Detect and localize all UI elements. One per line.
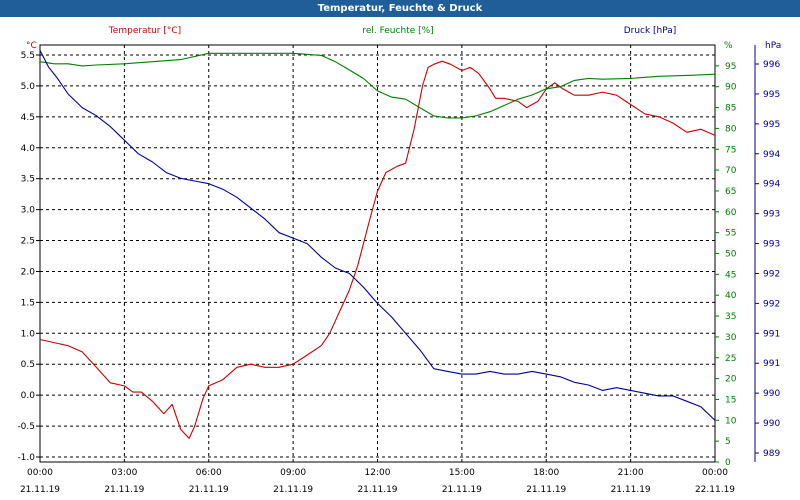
x-tick-time-label: 18:00	[533, 468, 559, 478]
humidity-tick-label: 15	[725, 395, 736, 405]
pressure-unit-label: hPa	[765, 41, 781, 51]
temperature-tick-label: 1.0	[21, 329, 36, 339]
humidity-tick-label: 50	[725, 250, 737, 260]
pressure-tick-label: 989	[763, 449, 780, 459]
humidity-tick-label: 95	[725, 62, 736, 72]
pressure-tick-label: 990	[763, 389, 780, 399]
temperature-tick-label: 0.0	[21, 391, 36, 401]
x-tick-date-label: 21.11.19	[611, 485, 651, 495]
x-tick-time-label: 09:00	[280, 468, 306, 478]
humidity-unit-label: %	[724, 41, 733, 51]
humidity-tick-label: 90	[725, 83, 737, 93]
window-title: Temperatur, Feuchte & Druck	[0, 0, 800, 17]
temperature-tick-label: 2.5	[21, 237, 35, 247]
humidity-tick-label: 80	[725, 124, 737, 134]
plot-area	[39, 44, 716, 463]
temperature-tick-label: 4.5	[21, 113, 35, 123]
humidity-tick-label: 5	[725, 437, 731, 447]
humidity-axis-label: rel. Feuchte [%]	[362, 26, 433, 36]
temperature-tick-label: -0.5	[17, 422, 35, 432]
humidity-tick-label: 55	[725, 229, 736, 239]
pressure-tick-label: 995	[763, 120, 780, 130]
pressure-tick-label: 995	[763, 90, 780, 100]
x-tick-time-label: 06:00	[196, 468, 222, 478]
pressure-tick-label: 992	[763, 269, 780, 279]
humidity-series-line	[39, 52, 716, 119]
humidity-tick-label: 60	[725, 208, 737, 218]
pressure-axis-label: Druck [hPa]	[624, 26, 677, 36]
temperature-tick-label: 1.5	[21, 298, 35, 308]
humidity-tick-label: 10	[725, 416, 737, 426]
x-tick-date-label: 21.11.19	[189, 485, 229, 495]
temperature-unit-label: °C	[26, 41, 37, 51]
temperature-tick-label: 3.0	[21, 206, 36, 216]
x-tick-date-label: 22.11.19	[695, 485, 735, 495]
x-tick-date-label: 21.11.19	[357, 485, 397, 495]
series-layer	[39, 50, 716, 439]
pressure-tick-label: 991	[763, 359, 780, 369]
x-tick-date-label: 21.11.19	[273, 485, 313, 495]
humidity-tick-label: 70	[725, 166, 737, 176]
humidity-tick-label: 0	[725, 458, 731, 468]
humidity-tick-label: 35	[725, 312, 736, 322]
humidity-tick-label: 85	[725, 104, 736, 114]
humidity-tick-label: 20	[725, 375, 737, 385]
pressure-tick-label: 996	[763, 60, 780, 70]
humidity-tick-label: 25	[725, 354, 736, 364]
humidity-tick-label: 45	[725, 270, 736, 280]
pressure-tick-label: 994	[763, 150, 780, 160]
x-tick-time-label: 21:00	[618, 468, 644, 478]
temperature-series-line	[39, 60, 716, 439]
temperature-axis: 5.5 5.0 4.5 4.0 3.5 3.0 2.5 2.0 1.5 1.0 0.5 0.0 -0.5…	[17, 51, 40, 463]
x-tick-time-label: 00:00	[27, 468, 53, 478]
x-tick-date-label: 21.11.19	[442, 485, 482, 495]
temperature-tick-label: 5.0	[21, 82, 36, 92]
time-axis: 00:00 21.11.19 03:00 21.11.19 06:00 21.11.19 0…	[20, 468, 735, 495]
temperature-tick-label: -1.0	[17, 453, 35, 463]
temperature-tick-label: 4.0	[21, 144, 36, 154]
humidity-tick-label: 40	[725, 291, 737, 301]
pressure-tick-label: 994	[763, 180, 780, 190]
x-tick-date-label: 21.11.19	[526, 485, 566, 495]
humidity-tick-label: 65	[725, 187, 736, 197]
grid-lines	[40, 45, 715, 462]
x-tick-time-label: 12:00	[365, 468, 391, 478]
pressure-tick-label: 993	[763, 240, 780, 250]
temperature-tick-label: 5.5	[21, 51, 35, 61]
x-tick-time-label: 03:00	[111, 468, 137, 478]
pressure-tick-label: 993	[763, 210, 780, 220]
pressure-tick-label: 992	[763, 299, 780, 309]
x-tick-date-label: 21.11.19	[104, 485, 144, 495]
humidity-tick-label: 30	[725, 333, 737, 343]
pressure-axis: 996 995 995 994 994 993 993 992 992 991 991 990 990 9…	[755, 60, 780, 459]
temperature-tick-label: 2.0	[21, 267, 36, 277]
pressure-tick-label: 991	[763, 329, 780, 339]
x-tick-time-label: 15:00	[449, 468, 475, 478]
temperature-axis-label: Temperatur [°C]	[108, 26, 181, 36]
temperature-tick-label: 3.5	[21, 175, 35, 185]
x-tick-time-label: 00:00	[702, 468, 728, 478]
pressure-series-line	[39, 50, 716, 421]
x-tick-date-label: 21.11.19	[20, 485, 60, 495]
humidity-tick-label: 75	[725, 145, 736, 155]
temperature-tick-label: 0.5	[21, 360, 35, 370]
pressure-tick-label: 990	[763, 419, 780, 429]
